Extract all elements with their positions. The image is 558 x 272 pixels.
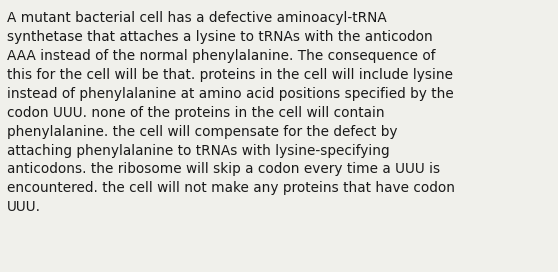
Text: A mutant bacterial cell has a defective aminoacyl-tRNA
synthetase that attaches : A mutant bacterial cell has a defective … (7, 11, 455, 214)
